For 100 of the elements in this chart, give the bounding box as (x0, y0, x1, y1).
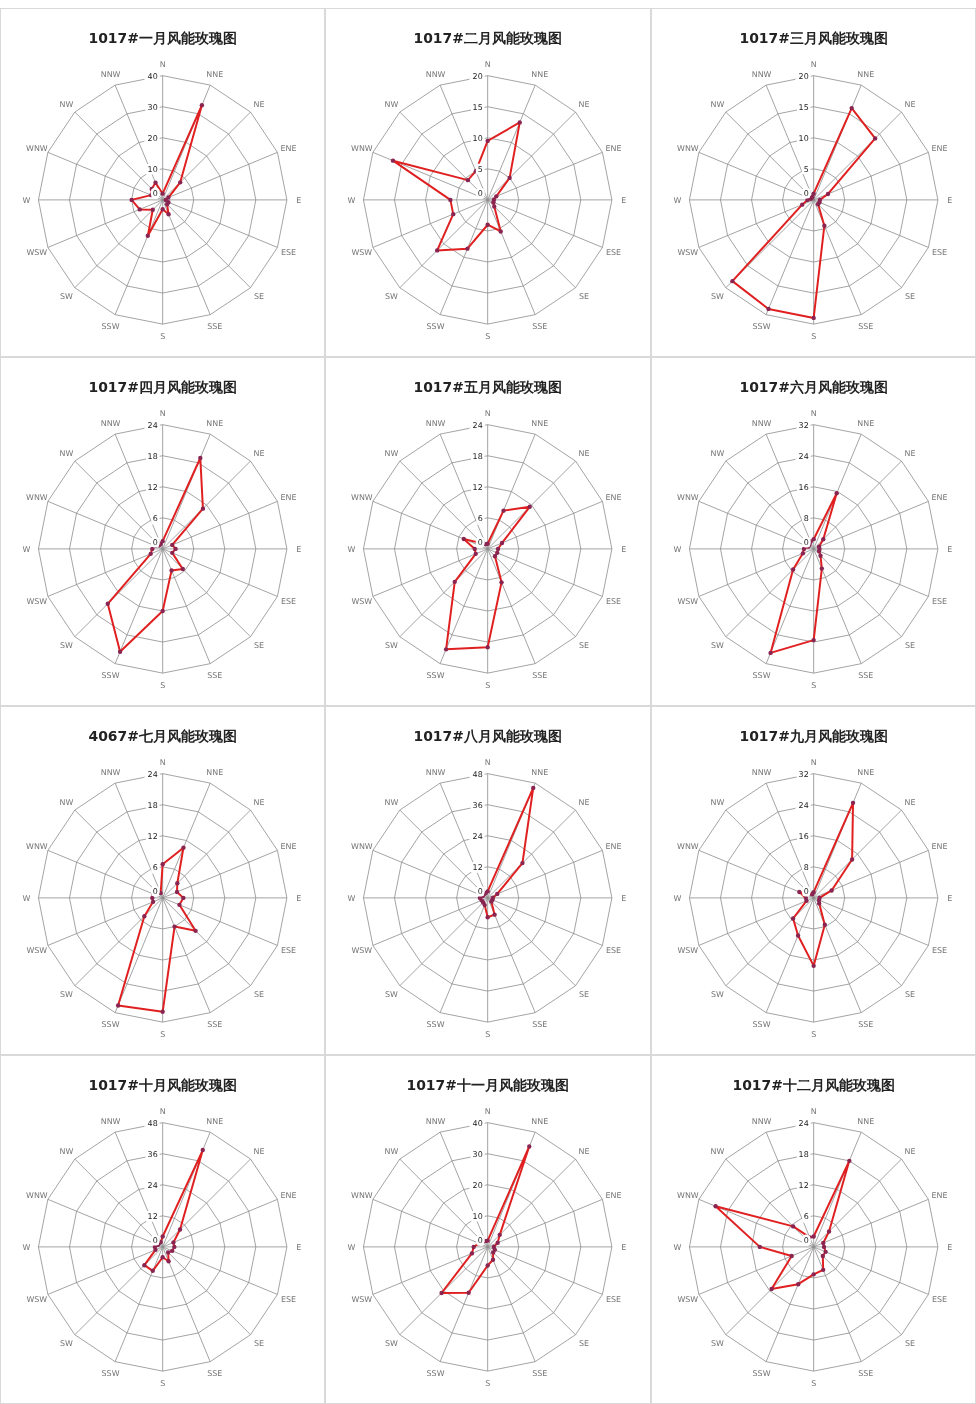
title: 1017#九月风能玫瑰图 (739, 727, 888, 744)
spoke-label: SSW (426, 1019, 445, 1029)
spoke-label: WSW (26, 596, 48, 606)
spoke-label: NNE (856, 768, 874, 778)
spoke-label: SE (579, 641, 590, 651)
spoke-label: W (22, 544, 31, 554)
spoke-label: NE (253, 99, 265, 109)
spoke-label: SE (904, 990, 915, 1000)
spoke-label: NW (59, 448, 74, 458)
spoke-label: SSW (101, 670, 120, 680)
spoke-label: NE (904, 1146, 916, 1156)
y-tick-label: 5 (477, 164, 484, 174)
y-tick-label: 24 (147, 769, 158, 779)
spoke-label: NW (59, 1146, 74, 1156)
spoke-label: S (160, 332, 166, 342)
spoke-label: SSW (101, 1368, 120, 1378)
spoke-label: WNW (351, 492, 374, 502)
y-tick-label: 6 (477, 513, 484, 523)
spoke-label: W (22, 195, 31, 205)
y-tick-label: 12 (147, 1211, 158, 1221)
spoke-label: SSE (207, 321, 223, 331)
y-tick-label: 0 (803, 1235, 809, 1245)
y-tick-label: 10 (798, 133, 809, 143)
spoke-label: NNE (856, 1117, 874, 1127)
spoke-label: N (485, 1106, 492, 1116)
spoke-label: E (946, 195, 952, 205)
spoke-label: E (946, 1242, 952, 1252)
spoke-label: SSW (426, 1368, 445, 1378)
spoke-label: SW (710, 641, 724, 651)
title: 1017#十一月风能玫瑰图 (406, 1076, 570, 1093)
spoke-label: SSE (857, 670, 873, 680)
spoke-label: SSE (857, 1019, 873, 1029)
y-tick-label: 12 (147, 482, 158, 492)
spoke-label: WSW (351, 945, 373, 955)
title: 1017#八月风能玫瑰图 (413, 727, 563, 744)
spoke-label: W (673, 1242, 682, 1252)
spoke-label: NE (904, 448, 916, 458)
spoke-label: SW (59, 641, 73, 651)
spoke-label: NNW (426, 768, 446, 778)
y-tick-label: 0 (477, 886, 484, 896)
y-tick-label: 24 (147, 420, 158, 430)
y-tick-label: 0 (152, 537, 158, 547)
title: 1017#二月风能玫瑰图 (413, 29, 563, 46)
spoke-label: WSW (677, 1294, 699, 1304)
y-tick-label: 16 (798, 831, 809, 841)
spoke-label: NNE (531, 70, 549, 80)
spoke-label: N (159, 59, 166, 69)
spoke-label: SE (579, 990, 590, 1000)
y-tick-label: 20 (472, 1180, 484, 1190)
spoke-label: SSW (752, 670, 771, 680)
spoke-label: NNW (100, 768, 121, 778)
y-tick-label: 18 (147, 451, 158, 461)
y-tick-label: 0 (803, 537, 809, 547)
y-tick-label: 18 (472, 451, 484, 461)
spoke-label: SSW (426, 670, 445, 680)
spoke-label: E (621, 1242, 627, 1252)
spoke-label: WSW (677, 596, 699, 606)
title: 4067#七月风能玫瑰图 (88, 727, 237, 744)
spoke-label: NNW (100, 70, 121, 80)
spoke-label: W (22, 893, 31, 903)
spoke-label: ESE (280, 1294, 296, 1304)
spoke-label: N (810, 757, 817, 767)
spoke-label: WSW (26, 247, 48, 257)
spoke-label: ENE (931, 841, 948, 851)
spoke-label: NE (253, 448, 265, 458)
spoke-label: WNW (676, 1190, 699, 1200)
spoke-label: N (485, 757, 492, 767)
y-tick-label: 40 (472, 1118, 484, 1128)
spoke-label: S (485, 1030, 491, 1040)
y-tick-label: 48 (147, 1118, 158, 1128)
y-tick-label: 6 (803, 1211, 809, 1221)
spoke-label: S (160, 681, 166, 691)
spoke-label: S (810, 1030, 816, 1040)
y-tick-label: 18 (147, 800, 158, 810)
spoke-label: ESE (606, 596, 622, 606)
spoke-label: SSE (532, 1019, 548, 1029)
spoke-label: SW (385, 1339, 399, 1349)
spoke-label: S (485, 332, 491, 342)
spoke-label: E (296, 1242, 302, 1252)
spoke-label: E (296, 195, 302, 205)
spoke-label: WSW (677, 945, 699, 955)
y-tick-label: 30 (472, 1149, 484, 1159)
spoke-label: E (621, 893, 627, 903)
spoke-label: E (296, 544, 302, 554)
spoke-label: N (485, 59, 492, 69)
y-tick-label: 15 (798, 102, 809, 112)
y-tick-label: 0 (477, 537, 484, 547)
spoke-label: ESE (606, 1294, 622, 1304)
spoke-label: SSE (857, 321, 873, 331)
y-tick-label: 20 (798, 71, 809, 81)
y-tick-label: 20 (147, 133, 158, 143)
y-tick-label: 24 (798, 800, 809, 810)
spoke-label: S (160, 1379, 166, 1389)
spoke-label: NNW (751, 70, 772, 80)
spoke-label: WNW (26, 143, 48, 153)
spoke-label: S (810, 1379, 816, 1389)
spoke-label: SE (904, 292, 915, 302)
spoke-label: SSW (426, 321, 445, 331)
spoke-label: SSE (532, 321, 548, 331)
spoke-label: SW (710, 1339, 724, 1349)
